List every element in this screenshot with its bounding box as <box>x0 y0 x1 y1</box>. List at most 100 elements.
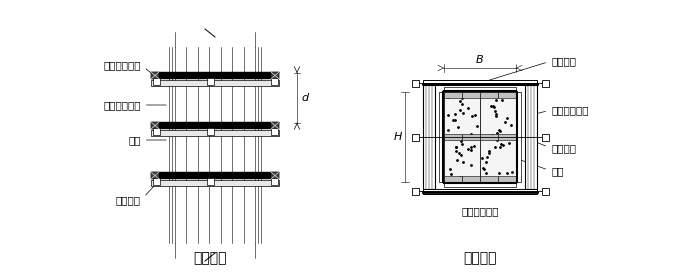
Bar <box>151 80 279 86</box>
Point <box>500 94 512 98</box>
Point <box>490 145 501 150</box>
Point <box>464 176 475 180</box>
Bar <box>206 78 213 85</box>
Point <box>443 113 454 117</box>
Point <box>487 133 498 137</box>
Bar <box>271 72 279 79</box>
Point <box>498 94 509 98</box>
Text: 对拉螺栓: 对拉螺栓 <box>482 56 576 82</box>
Point <box>450 145 461 149</box>
Point <box>482 155 493 160</box>
Point <box>501 116 512 120</box>
Bar <box>444 134 462 140</box>
Point <box>469 144 480 148</box>
Point <box>443 95 454 99</box>
Bar <box>206 178 213 185</box>
Point <box>493 171 505 175</box>
Point <box>495 145 506 149</box>
Point <box>455 98 466 103</box>
Text: 面板: 面板 <box>521 160 563 176</box>
Point <box>449 111 460 116</box>
Bar <box>516 92 521 182</box>
Point <box>456 142 467 146</box>
Bar <box>462 176 480 182</box>
Point <box>501 171 512 175</box>
Bar <box>423 85 435 189</box>
Bar <box>151 130 279 136</box>
Bar <box>444 176 462 182</box>
Point <box>477 156 488 160</box>
Text: 柱立面图: 柱立面图 <box>193 251 227 265</box>
Point <box>505 123 516 128</box>
Bar <box>271 122 279 129</box>
Bar <box>542 133 549 141</box>
Point <box>477 166 489 171</box>
Point <box>465 163 476 167</box>
Point <box>466 144 477 149</box>
Point <box>500 120 511 125</box>
Point <box>491 131 503 135</box>
Bar <box>480 176 498 182</box>
Point <box>481 171 492 175</box>
Point <box>451 145 462 150</box>
Bar <box>439 92 444 182</box>
Point <box>472 123 483 128</box>
Point <box>482 93 493 98</box>
Bar <box>423 80 537 85</box>
Point <box>496 142 507 146</box>
Point <box>445 172 457 176</box>
Bar <box>444 87 516 92</box>
Bar <box>480 92 516 137</box>
Point <box>504 176 515 181</box>
Bar <box>498 176 516 182</box>
Point <box>489 109 500 113</box>
Point <box>450 148 461 153</box>
Bar <box>498 92 516 98</box>
Point <box>466 132 477 136</box>
Bar <box>480 137 516 182</box>
Point <box>458 110 469 115</box>
Point <box>455 153 466 158</box>
Text: 对拉螺栓: 对拉螺栓 <box>116 186 154 205</box>
Point <box>462 147 473 151</box>
Point <box>491 111 502 116</box>
Point <box>484 148 495 153</box>
Bar <box>270 178 277 185</box>
Bar <box>411 133 418 141</box>
Point <box>498 143 509 148</box>
Text: 对拉螺栓: 对拉螺栓 <box>526 138 576 153</box>
Point <box>480 160 491 164</box>
Point <box>490 98 501 102</box>
Point <box>454 175 466 179</box>
Bar <box>498 134 516 140</box>
Text: 柱剖面图: 柱剖面图 <box>464 251 497 265</box>
Point <box>491 138 503 142</box>
Bar <box>151 72 279 79</box>
Point <box>466 148 477 152</box>
Bar <box>525 85 537 189</box>
Text: 柱箍（方木）: 柱箍（方木） <box>534 105 588 115</box>
Text: 面板: 面板 <box>128 135 166 145</box>
Bar <box>444 182 516 187</box>
Point <box>488 104 499 109</box>
Point <box>455 139 466 144</box>
Point <box>497 98 508 103</box>
Point <box>452 124 464 129</box>
Bar <box>151 122 159 129</box>
Point <box>445 166 456 171</box>
Text: 竖楞（方木）: 竖楞（方木） <box>461 206 499 216</box>
Bar <box>480 92 498 98</box>
Bar <box>480 134 498 140</box>
Point <box>503 141 514 145</box>
Bar <box>153 178 160 185</box>
Point <box>464 94 475 98</box>
Bar <box>411 79 418 87</box>
Point <box>452 158 463 163</box>
Point <box>462 105 473 110</box>
Point <box>484 150 495 155</box>
Bar <box>542 188 549 194</box>
Point <box>457 95 468 100</box>
Bar <box>270 128 277 135</box>
Point <box>490 113 501 118</box>
Point <box>470 113 481 118</box>
